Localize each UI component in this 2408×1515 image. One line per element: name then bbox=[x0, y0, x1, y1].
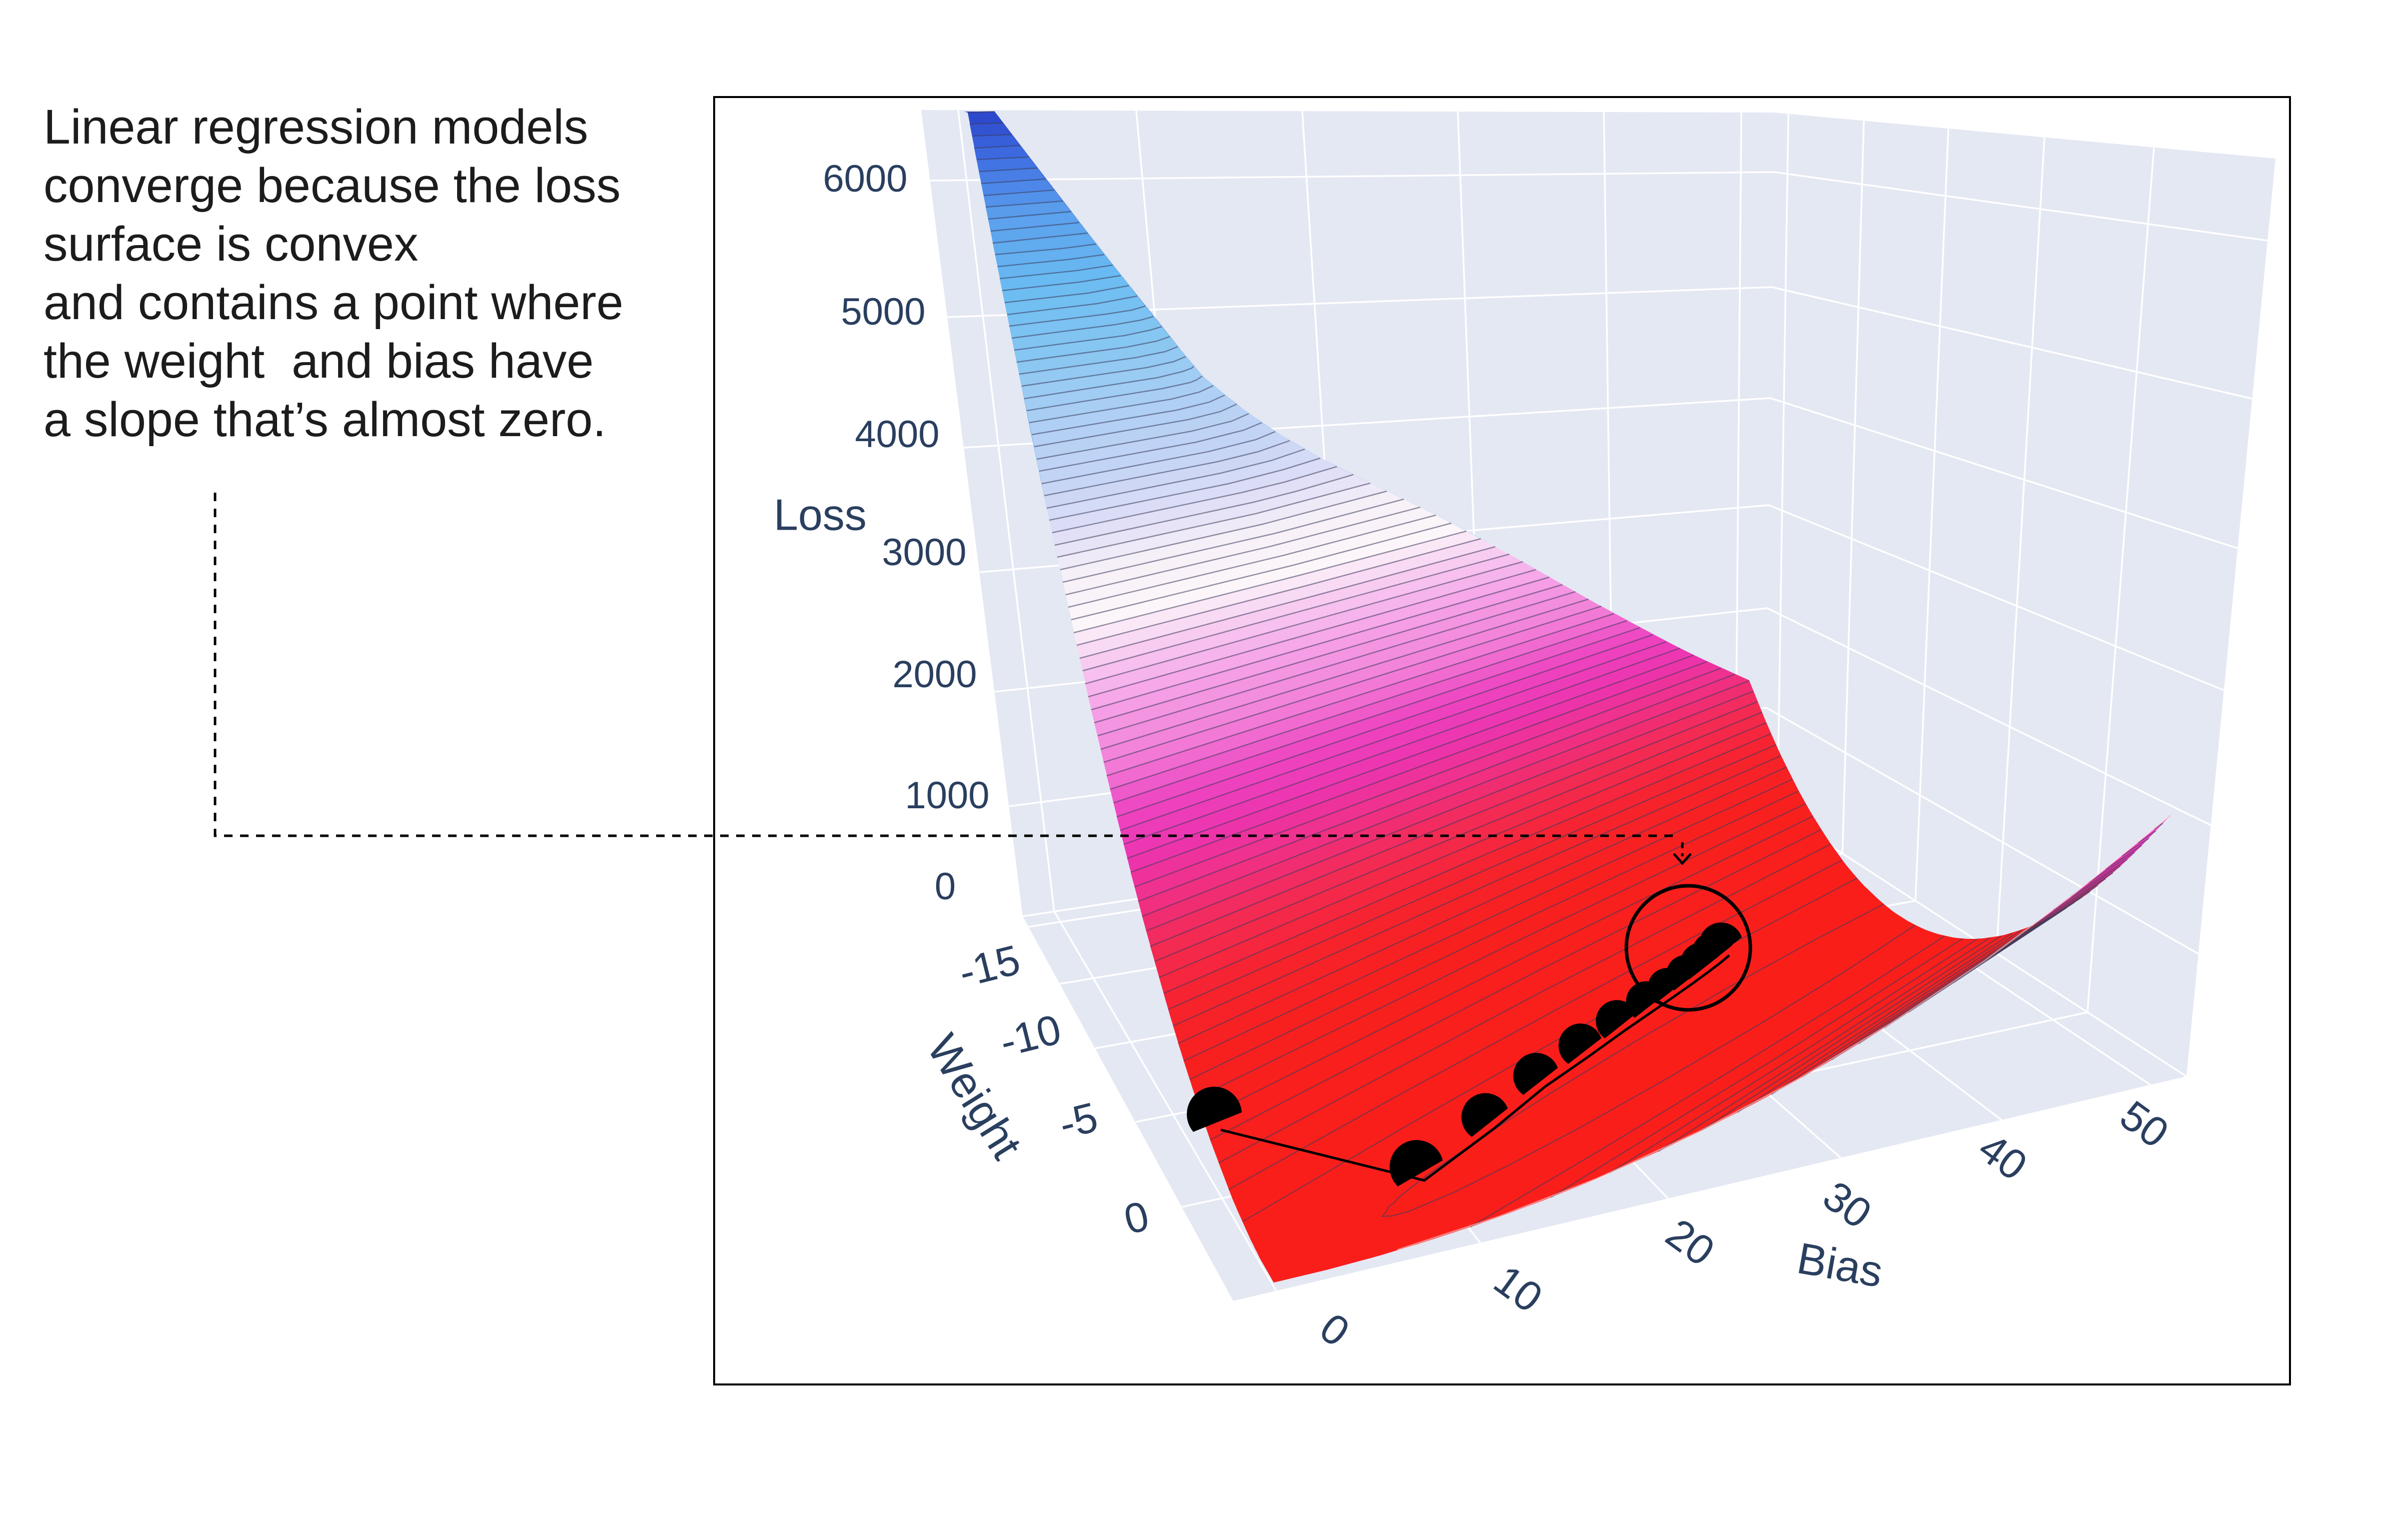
svg-text:4000: 4000 bbox=[855, 413, 939, 456]
svg-text:3000: 3000 bbox=[882, 531, 966, 574]
svg-text:2000: 2000 bbox=[892, 653, 977, 696]
svg-text:0: 0 bbox=[935, 865, 956, 908]
svg-text:6000: 6000 bbox=[823, 158, 907, 200]
svg-text:Loss: Loss bbox=[774, 490, 867, 539]
svg-text:1000: 1000 bbox=[905, 774, 989, 817]
svg-text:5000: 5000 bbox=[841, 291, 925, 333]
